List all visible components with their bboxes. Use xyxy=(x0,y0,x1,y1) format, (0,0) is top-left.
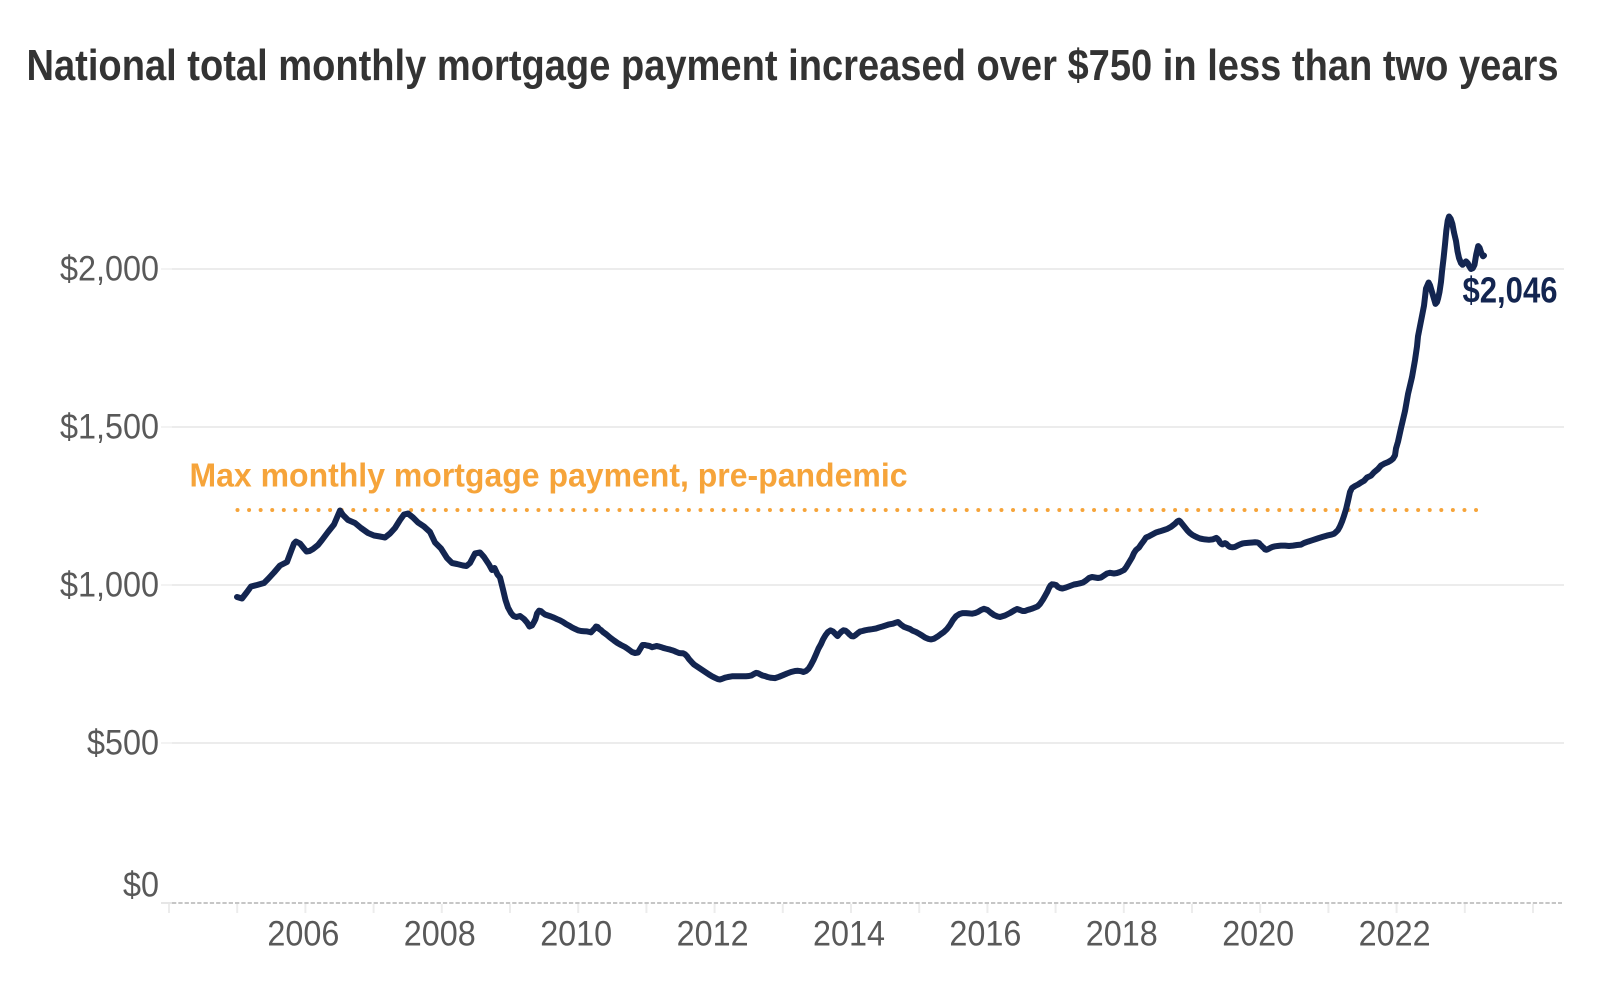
svg-text:$500: $500 xyxy=(87,724,159,763)
svg-text:$0: $0 xyxy=(123,866,159,905)
svg-text:National total monthly mortgag: National total monthly mortgage payment … xyxy=(27,41,1559,90)
svg-text:2020: 2020 xyxy=(1222,915,1294,954)
svg-text:$1,500: $1,500 xyxy=(60,408,159,447)
svg-text:2022: 2022 xyxy=(1359,915,1431,954)
svg-text:2006: 2006 xyxy=(267,915,339,954)
svg-text:2008: 2008 xyxy=(404,915,476,954)
svg-text:2014: 2014 xyxy=(813,915,885,954)
svg-text:2018: 2018 xyxy=(1086,915,1158,954)
svg-text:$2,046: $2,046 xyxy=(1463,270,1558,311)
svg-text:$1,000: $1,000 xyxy=(60,566,159,605)
svg-text:2012: 2012 xyxy=(677,915,749,954)
svg-text:Max monthly mortgage payment,: Max monthly mortgage payment, pre-pandem… xyxy=(190,458,908,495)
svg-text:2010: 2010 xyxy=(540,915,612,954)
svg-text:2016: 2016 xyxy=(949,915,1021,954)
svg-text:$2,000: $2,000 xyxy=(60,250,159,289)
